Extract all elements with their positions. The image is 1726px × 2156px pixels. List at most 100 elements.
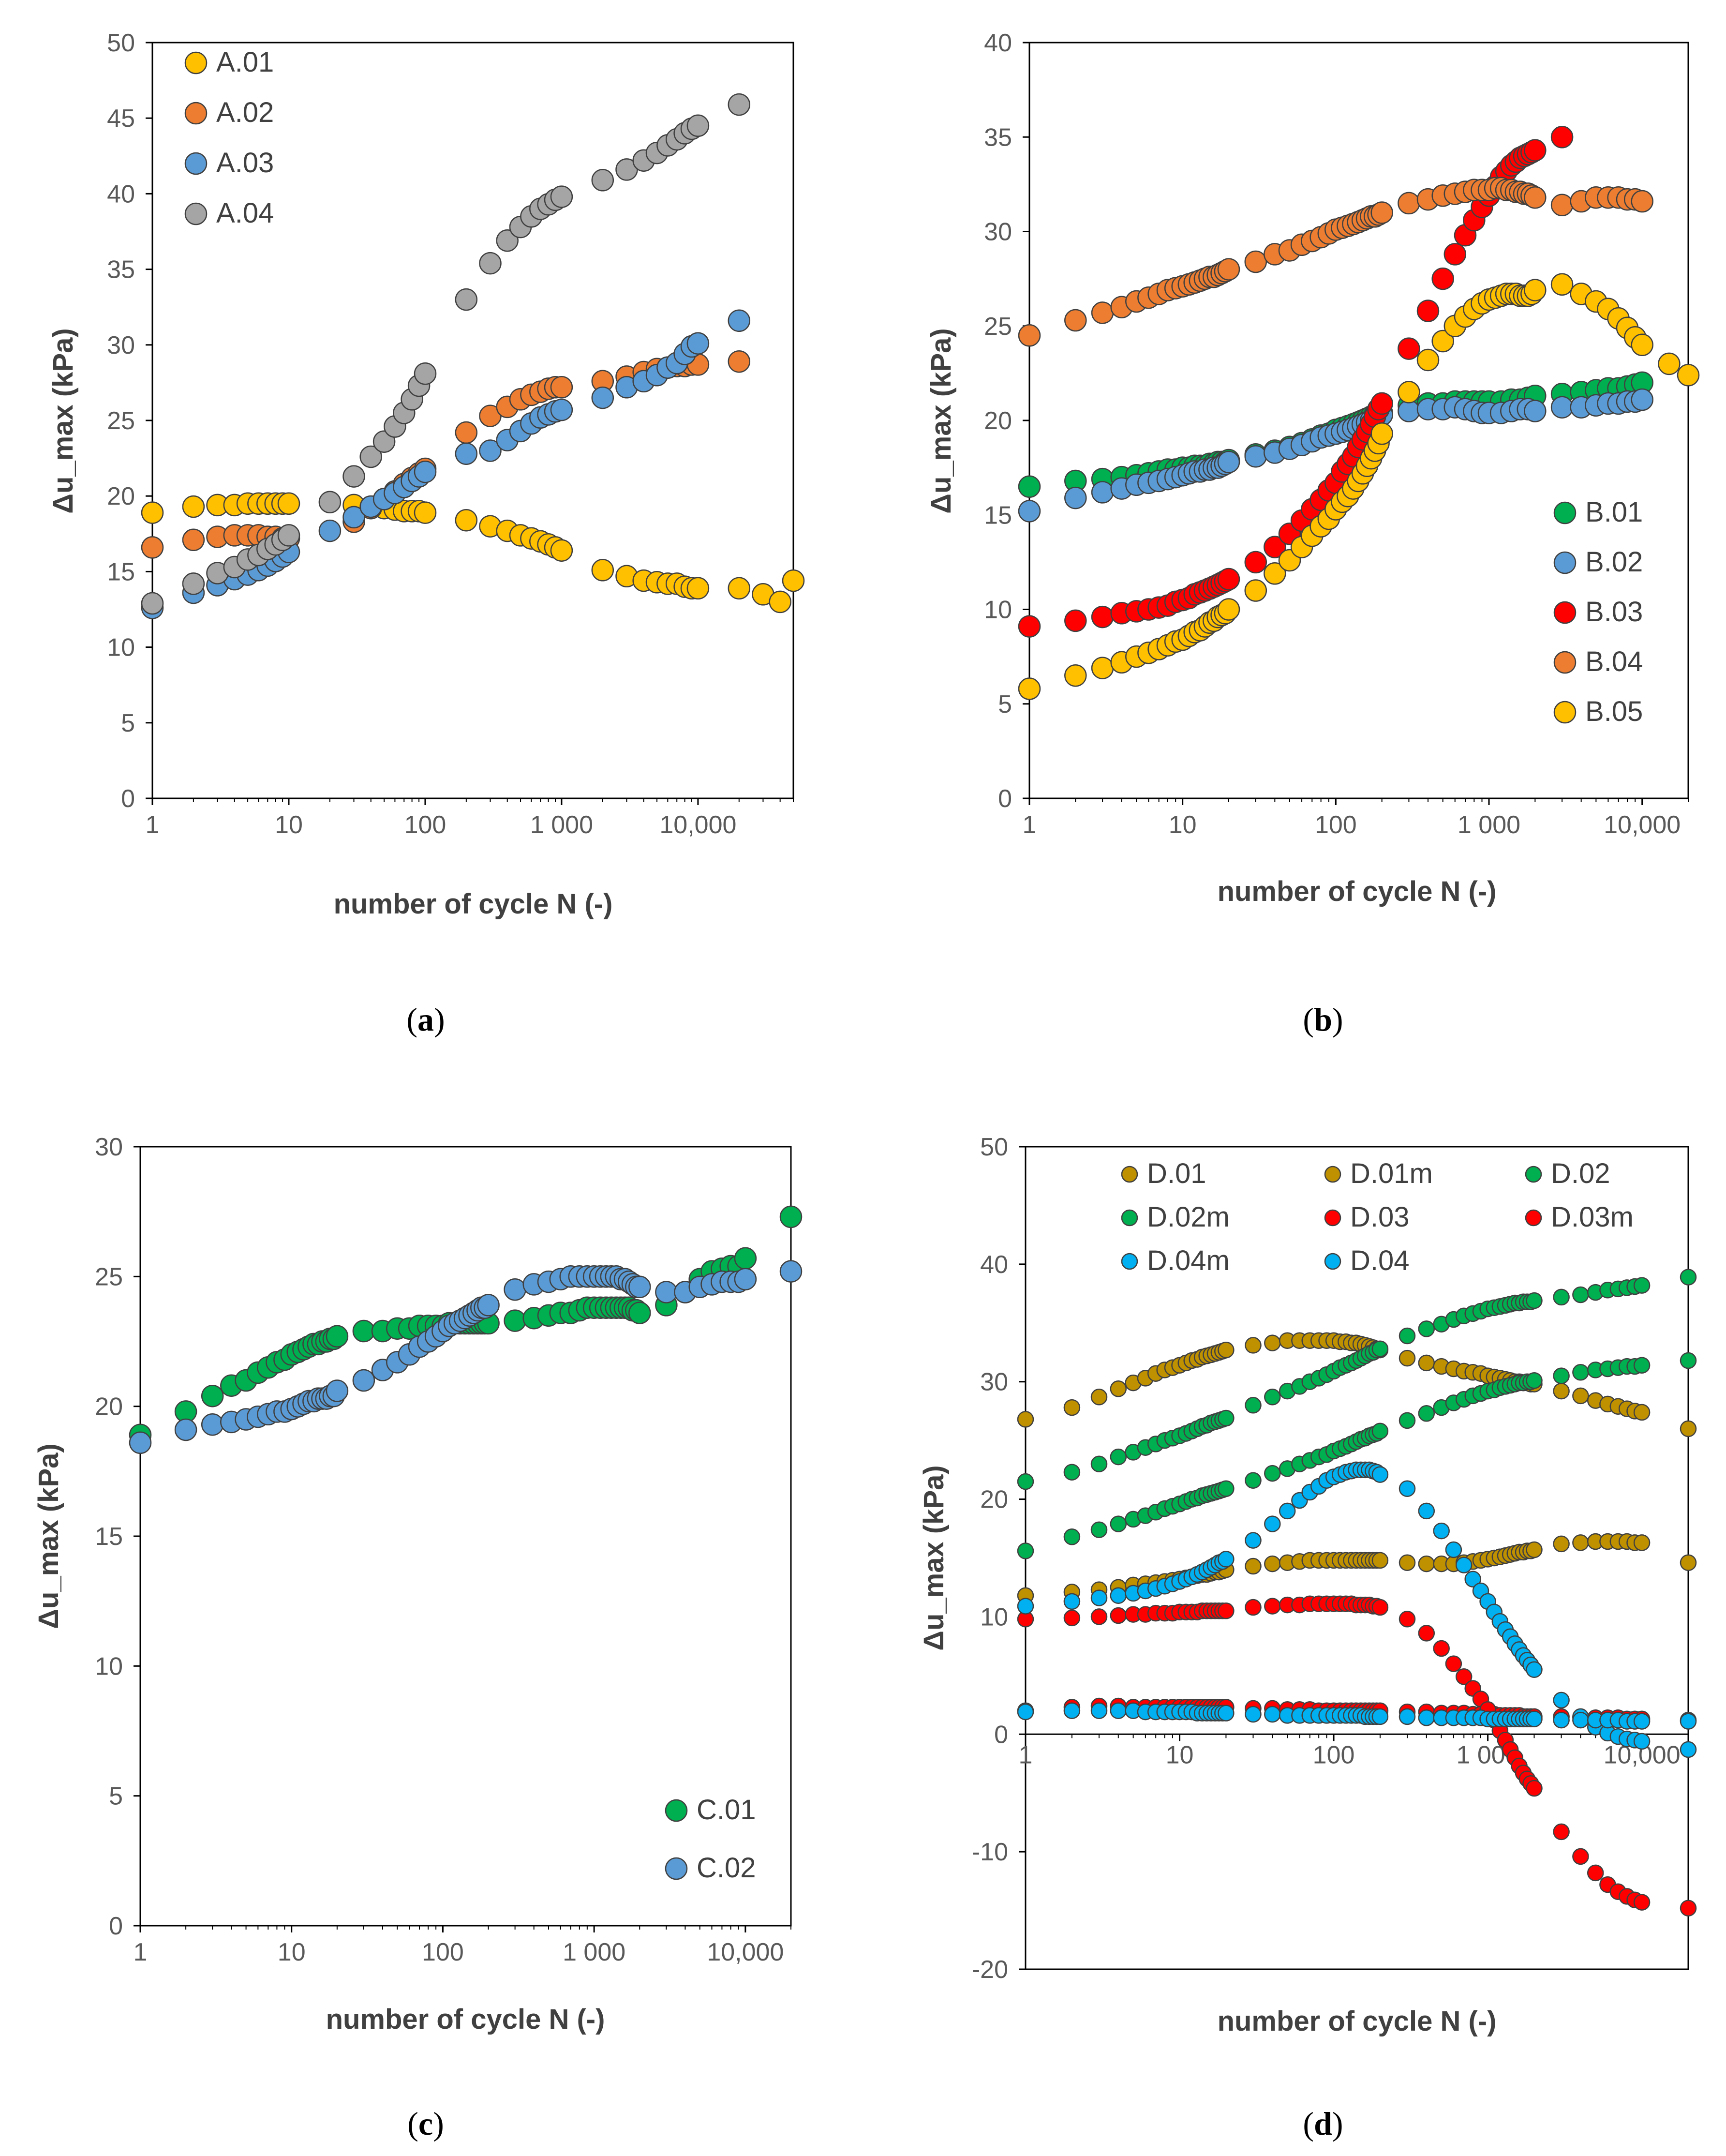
data-point xyxy=(1399,1480,1416,1497)
legend-label: D.04 xyxy=(1350,1245,1410,1276)
data-point xyxy=(1524,279,1547,301)
data-point xyxy=(1245,1706,1262,1723)
y-tick-label: 35 xyxy=(107,256,135,284)
data-point xyxy=(550,376,573,399)
data-point xyxy=(728,93,751,116)
legend-label: D.01 xyxy=(1147,1158,1206,1189)
data-point xyxy=(1431,267,1454,290)
data-point xyxy=(342,465,365,488)
data-point xyxy=(277,524,300,547)
y-axis-title: Δu_max (kPa) xyxy=(47,328,79,513)
y-tick-label: 10 xyxy=(984,596,1012,624)
data-point xyxy=(1633,1713,1651,1730)
data-point xyxy=(496,229,519,252)
x-tick-label: 100 xyxy=(1313,1741,1355,1769)
data-point xyxy=(129,1431,152,1454)
data-point xyxy=(477,1294,500,1317)
x-tick-label: 1 xyxy=(1019,1741,1033,1769)
data-point xyxy=(326,1379,349,1402)
y-tick-label: 40 xyxy=(107,180,135,208)
data-point xyxy=(359,445,382,468)
data-point xyxy=(1244,579,1267,602)
data-point xyxy=(1680,1269,1697,1286)
panel-caption-letter: a xyxy=(417,1001,434,1038)
data-point xyxy=(686,577,710,600)
data-point xyxy=(1416,348,1440,372)
legend-label: A.02 xyxy=(216,97,274,128)
data-point xyxy=(1110,1702,1127,1719)
data-point xyxy=(1264,1465,1281,1482)
y-tick-label: 15 xyxy=(984,501,1012,529)
y-tick-label: 10 xyxy=(107,634,135,662)
data-point xyxy=(1017,1473,1034,1490)
data-point xyxy=(352,1369,375,1392)
y-tick-label: 5 xyxy=(998,690,1012,719)
legend-marker xyxy=(1525,1166,1542,1183)
data-point xyxy=(1018,677,1041,700)
data-point xyxy=(1370,201,1393,224)
data-point xyxy=(1264,1334,1281,1351)
series-D.02 xyxy=(1017,1269,1697,1490)
data-point xyxy=(782,569,805,592)
data-point xyxy=(1677,364,1700,387)
data-point xyxy=(1245,1472,1262,1489)
data-point xyxy=(1245,1337,1262,1354)
data-point xyxy=(1416,299,1440,322)
data-point xyxy=(1090,1589,1108,1606)
data-point xyxy=(1680,1352,1697,1369)
data-point xyxy=(1218,1602,1235,1619)
x-tick-label: 10,000 xyxy=(1604,811,1681,839)
data-point xyxy=(1455,1668,1473,1685)
data-point xyxy=(1218,1341,1235,1359)
data-point xyxy=(591,559,614,582)
data-point xyxy=(1017,1542,1034,1559)
data-point xyxy=(1371,1340,1389,1357)
x-tick-label: 10 xyxy=(275,811,303,839)
data-point xyxy=(1418,1405,1435,1422)
data-point xyxy=(1371,1708,1389,1725)
series-D.04m xyxy=(1017,1461,1697,1758)
data-point xyxy=(1279,1502,1296,1520)
data-point xyxy=(326,1325,349,1348)
data-point xyxy=(1524,186,1547,209)
panel-caption-letter: c xyxy=(418,2105,433,2142)
x-axis-title: number of cycle N (-) xyxy=(1218,876,1497,907)
y-axis-title: Δu_max (kPa) xyxy=(925,328,957,513)
data-point xyxy=(1680,1741,1697,1758)
data-point xyxy=(1017,1598,1034,1615)
data-point xyxy=(1398,400,1420,422)
data-point xyxy=(182,528,205,552)
data-point xyxy=(1110,1607,1127,1624)
data-point xyxy=(1631,388,1653,411)
panel-caption: (b) xyxy=(1303,1001,1343,1038)
data-point xyxy=(1063,1593,1081,1610)
data-point xyxy=(277,492,300,515)
legend-marker xyxy=(1324,1209,1341,1227)
legend-marker xyxy=(184,51,208,75)
data-point xyxy=(1553,1711,1570,1729)
legend-marker xyxy=(1553,701,1577,724)
x-tick-label: 1 xyxy=(146,811,160,839)
data-point xyxy=(1418,1555,1435,1572)
data-point xyxy=(1018,475,1041,498)
data-point xyxy=(201,1413,224,1436)
data-point xyxy=(1063,1528,1081,1545)
legend-marker xyxy=(1553,601,1577,624)
data-point xyxy=(1091,657,1114,679)
legend-marker xyxy=(184,102,208,125)
y-tick-label: 30 xyxy=(95,1133,123,1161)
data-point xyxy=(1090,1608,1108,1625)
data-point xyxy=(1680,1420,1697,1437)
legend-marker xyxy=(1121,1166,1138,1183)
data-point xyxy=(1443,243,1467,266)
legend-marker xyxy=(1553,551,1577,574)
data-point xyxy=(1550,273,1574,296)
legend-marker xyxy=(1525,1209,1542,1227)
y-tick-label: 0 xyxy=(121,785,135,813)
data-point xyxy=(141,501,164,524)
panel-caption: (a) xyxy=(406,1001,445,1038)
data-point xyxy=(1633,1894,1651,1911)
y-tick-label: 35 xyxy=(984,123,1012,151)
data-point xyxy=(1063,1702,1081,1719)
y-tick-label: 0 xyxy=(994,1721,1008,1749)
